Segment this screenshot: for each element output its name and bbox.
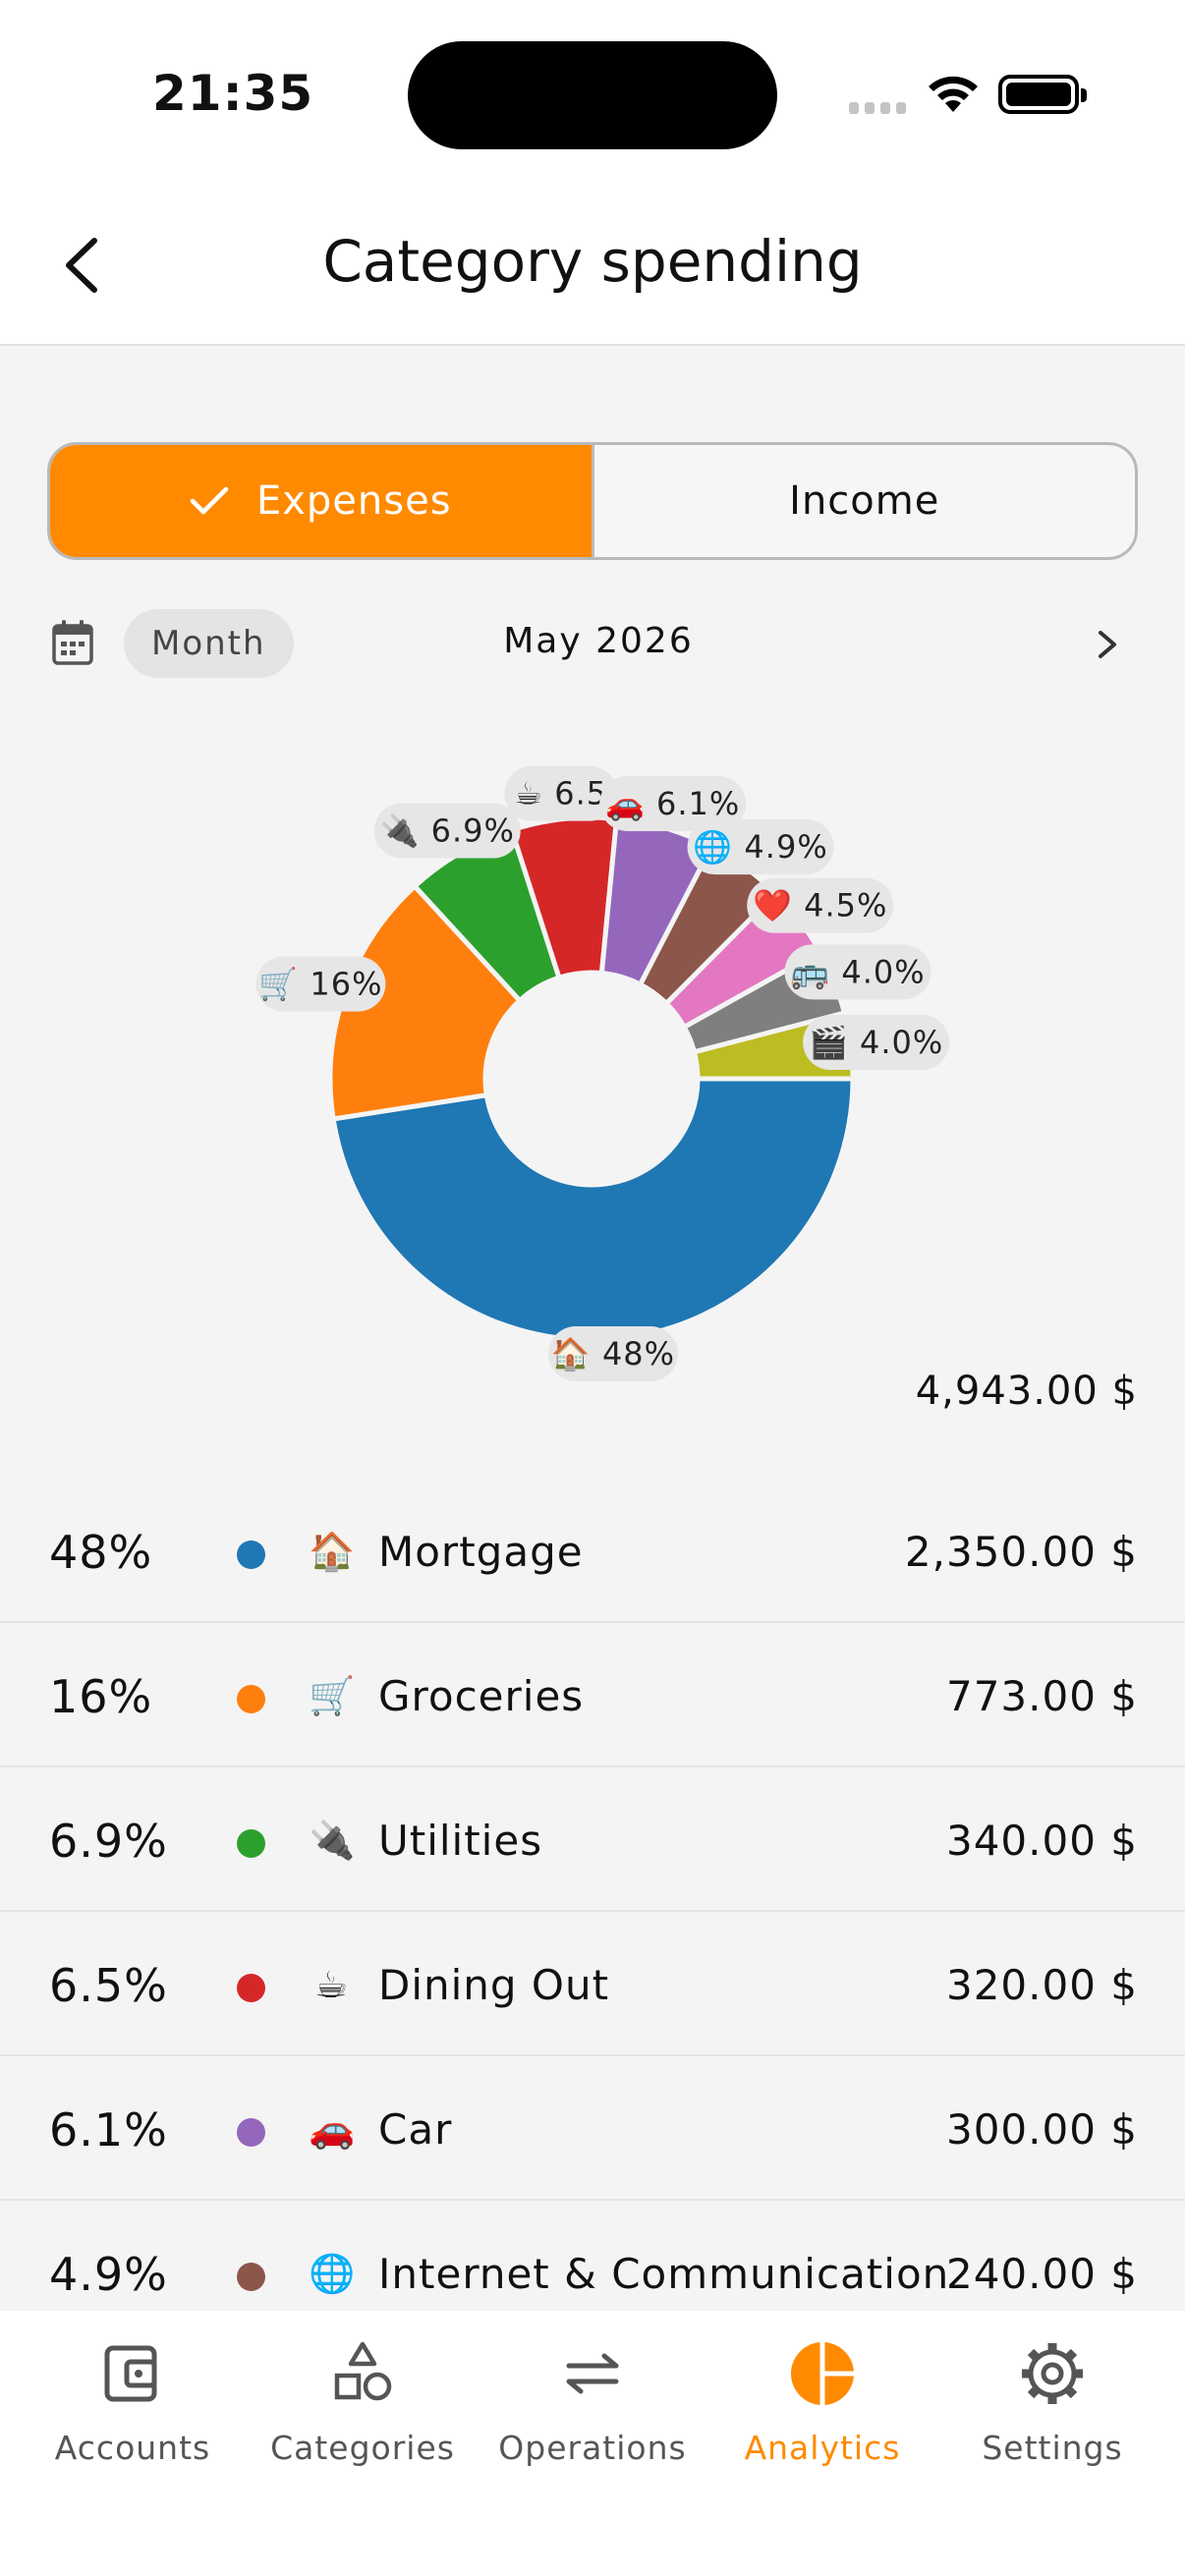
category-name: Groceries — [378, 1672, 585, 1720]
category-color-dot — [237, 2263, 265, 2291]
next-month-button[interactable] — [1089, 625, 1124, 664]
back-button[interactable] — [49, 231, 118, 300]
category-row[interactable]: 6.1% 🚗 Car 300.00 $ — [0, 2056, 1185, 2201]
category-row[interactable]: 4.9% 🌐 Internet & Communication 240.00 $ — [0, 2201, 1185, 2314]
slice-label: 🚗 6.1% — [599, 775, 747, 831]
category-row[interactable]: 16% 🛒 Groceries 773.00 $ — [0, 1623, 1185, 1767]
category-color-dot — [237, 1685, 265, 1713]
month-label: May 2026 — [503, 621, 694, 661]
gear-icon — [1022, 2343, 1083, 2404]
spending-donut-chart: 🏠 48% 🛒 16% 🔌 6.9% ☕ 6.5 🚗 6.1% 🌐 4.9% ❤️ 4.5%… — [0, 727, 1185, 1434]
status-bar: 21:35 — [0, 0, 1185, 187]
donut-slice[interactable] — [330, 1076, 856, 1343]
slice-label: 🎬 4.0% — [803, 1014, 950, 1070]
tab-accounts[interactable]: Accounts — [18, 2311, 248, 2576]
top-bar: Category spending — [0, 187, 1185, 346]
expenses-tab[interactable]: Expenses — [50, 445, 594, 557]
donut-slice[interactable] — [327, 882, 524, 1122]
slice-label: 🌐 4.9% — [687, 819, 834, 875]
tab-settings-label: Settings — [982, 2429, 1123, 2467]
slice-label: 🚌 4.0% — [784, 944, 931, 1000]
category-color-dot — [237, 2118, 265, 2147]
category-name: Mortgage — [378, 1528, 584, 1576]
battery-icon — [998, 75, 1087, 114]
category-row[interactable]: 6.5% ☕ Dining Out 320.00 $ — [0, 1912, 1185, 2056]
slice-label: 🛒 16% — [255, 956, 386, 1012]
category-emoji-icon: 🌐 — [309, 2252, 356, 2295]
tab-categories[interactable]: Categories — [248, 2311, 478, 2576]
slice-label: ☕ 6.5 — [504, 765, 618, 821]
category-name: Dining Out — [378, 1961, 610, 2009]
category-emoji-icon: 🏠 — [309, 1530, 356, 1573]
type-segmented-control: Expenses Income — [47, 442, 1138, 560]
category-row[interactable]: 48% 🏠 Mortgage 2,350.00 $ — [0, 1479, 1185, 1623]
slice-label: ❤️ 4.5% — [747, 877, 894, 933]
donut-chart-svg: 🏠 48% 🛒 16% 🔌 6.9%☕ 6.5🚗 6.1% 🌐 4.9% ❤️ 4.5%… — [255, 765, 950, 1381]
page-title: Category spending — [322, 228, 863, 295]
pie-chart-icon — [791, 2342, 854, 2405]
cellular-signal-icon — [849, 102, 908, 116]
category-amount: 320.00 $ — [945, 1961, 1138, 2009]
transfer-arrows-icon — [566, 2353, 619, 2394]
category-amount: 300.00 $ — [945, 2105, 1138, 2154]
wallet-icon — [104, 2345, 157, 2402]
category-emoji-icon: 🛒 — [309, 1674, 356, 1717]
category-percent: 6.5% — [49, 1959, 168, 2012]
slice-label-text: 🏠 48% — [551, 1335, 675, 1372]
category-emoji-icon: 🚗 — [309, 2107, 356, 2151]
calendar-icon[interactable] — [51, 619, 94, 666]
period-selector: Month May 2026 — [47, 609, 1138, 678]
wifi-icon — [929, 76, 978, 112]
category-amount: 2,350.00 $ — [904, 1528, 1138, 1576]
slice-label-text: 🛒 16% — [258, 965, 382, 1002]
slice-label-text: ☕ 6.5 — [514, 775, 607, 812]
tab-operations[interactable]: Operations — [478, 2311, 707, 2576]
category-percent: 48% — [49, 1526, 153, 1579]
category-list: 48% 🏠 Mortgage 2,350.00 $ 16% 🛒 Groceries 773.0… — [0, 1479, 1185, 2314]
status-time: 21:35 — [152, 65, 314, 122]
category-name: Car — [378, 2105, 453, 2154]
check-icon — [190, 486, 229, 515]
slice-label: 🏠 48% — [548, 1326, 678, 1381]
tab-accounts-label: Accounts — [54, 2429, 211, 2467]
income-label: Income — [789, 478, 940, 524]
tab-analytics-label: Analytics — [744, 2429, 901, 2467]
slice-label: 🔌 6.9% — [373, 803, 521, 859]
category-color-dot — [237, 1974, 265, 2002]
slice-label-text: 🚗 6.1% — [605, 785, 740, 822]
tab-operations-label: Operations — [498, 2429, 687, 2467]
category-color-dot — [237, 1829, 265, 1858]
category-emoji-icon: ☕ — [313, 1963, 349, 2006]
category-percent: 6.1% — [49, 2103, 168, 2156]
dynamic-island — [408, 41, 777, 149]
income-tab[interactable]: Income — [594, 445, 1136, 557]
tab-settings[interactable]: Settings — [937, 2311, 1167, 2576]
category-name: Internet & Communication — [378, 2250, 950, 2298]
slice-label-text: 🚌 4.0% — [790, 953, 925, 990]
tab-analytics[interactable]: Analytics — [707, 2311, 937, 2576]
category-percent: 16% — [49, 1670, 153, 1723]
category-emoji-icon: 🔌 — [309, 1819, 356, 1862]
category-percent: 6.9% — [49, 1815, 168, 1868]
bottom-tab-bar: Accounts Categories Operations Analytics — [0, 2311, 1185, 2576]
category-percent: 4.9% — [49, 2248, 168, 2301]
category-amount: 240.00 $ — [945, 2250, 1138, 2298]
period-chip[interactable]: Month — [124, 609, 294, 678]
shapes-icon — [334, 2341, 392, 2401]
category-amount: 340.00 $ — [945, 1817, 1138, 1865]
slice-label-text: ❤️ 4.5% — [753, 887, 887, 924]
slice-label-text: 🌐 4.9% — [693, 828, 827, 866]
category-row[interactable]: 6.9% 🔌 Utilities 340.00 $ — [0, 1767, 1185, 1912]
category-amount: 773.00 $ — [945, 1672, 1138, 1720]
category-name: Utilities — [378, 1817, 543, 1865]
category-color-dot — [237, 1540, 265, 1569]
expenses-label: Expenses — [255, 478, 452, 524]
slice-label-text: 🎬 4.0% — [809, 1024, 943, 1061]
tab-categories-label: Categories — [270, 2429, 455, 2467]
total-amount: 4,943.00 $ — [915, 1369, 1138, 1414]
slice-label-text: 🔌 6.9% — [380, 812, 515, 850]
